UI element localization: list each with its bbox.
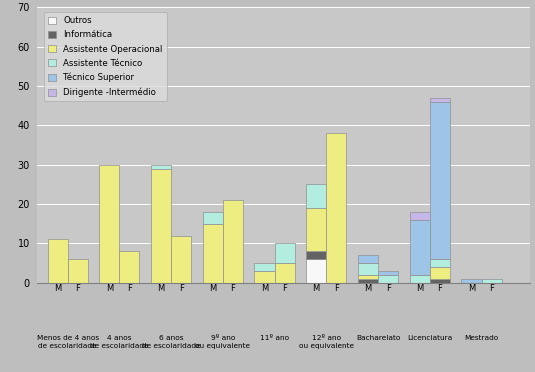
Text: 6 anos
de escolaridade: 6 anos de escolaridade xyxy=(142,335,200,349)
Bar xyxy=(306,185,326,208)
Bar xyxy=(430,267,450,279)
Bar xyxy=(255,263,274,271)
Bar xyxy=(461,279,482,283)
Text: 9º ano
ou equivalente: 9º ano ou equivalente xyxy=(195,335,250,349)
Bar xyxy=(358,255,378,263)
Text: Licenciatura: Licenciatura xyxy=(407,335,453,341)
Bar xyxy=(306,208,326,251)
Bar xyxy=(410,275,430,283)
Text: 12º ano
ou equivalente: 12º ano ou equivalente xyxy=(299,335,354,349)
Bar xyxy=(482,279,502,283)
Bar xyxy=(430,279,450,283)
Bar xyxy=(430,102,450,259)
Bar xyxy=(306,251,326,259)
Bar xyxy=(306,259,326,283)
Bar xyxy=(203,212,223,224)
Bar xyxy=(358,279,378,283)
Bar xyxy=(378,271,398,275)
Bar xyxy=(378,275,398,283)
Legend: Outros, Informática, Assistente Operacional, Assistente Técnico, Técnico Superio: Outros, Informática, Assistente Operacio… xyxy=(44,12,167,101)
Text: Mestrado: Mestrado xyxy=(464,335,499,341)
Bar xyxy=(151,165,171,169)
Bar xyxy=(223,200,243,283)
Bar xyxy=(274,243,295,263)
Text: Bacharelato: Bacharelato xyxy=(356,335,400,341)
Bar xyxy=(48,240,67,283)
Bar xyxy=(358,263,378,275)
Bar xyxy=(151,169,171,283)
Text: 4 anos
de escolaridade: 4 anos de escolaridade xyxy=(90,335,149,349)
Bar xyxy=(119,251,140,283)
Bar xyxy=(203,224,223,283)
Bar xyxy=(326,133,347,283)
Bar xyxy=(410,212,430,220)
Bar xyxy=(410,220,430,275)
Bar xyxy=(100,165,119,283)
Bar xyxy=(430,98,450,102)
Bar xyxy=(255,271,274,283)
Bar xyxy=(430,259,450,267)
Bar xyxy=(274,263,295,283)
Bar xyxy=(171,235,191,283)
Text: 11º ano: 11º ano xyxy=(260,335,289,341)
Bar xyxy=(67,259,88,283)
Text: Menos de 4 anos
de escolaridade: Menos de 4 anos de escolaridade xyxy=(36,335,98,349)
Bar xyxy=(358,275,378,279)
